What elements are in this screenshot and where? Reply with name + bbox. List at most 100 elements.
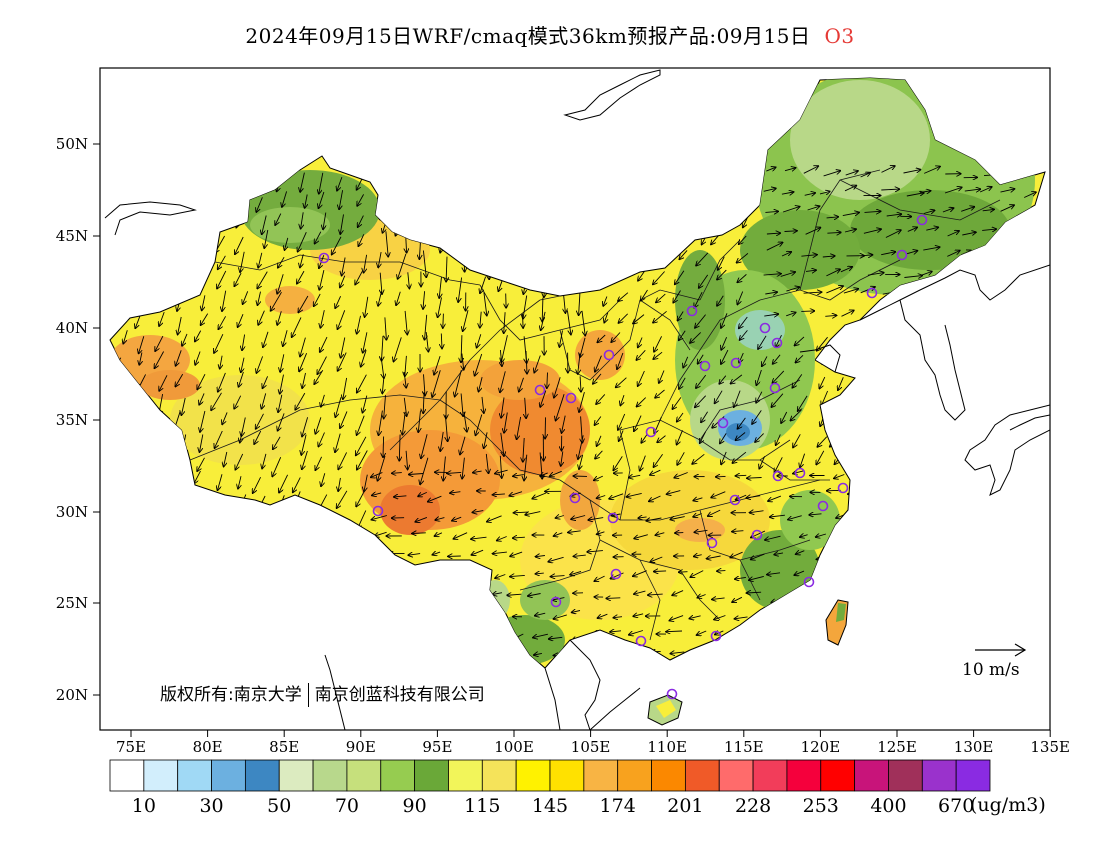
city-marker (607, 512, 619, 524)
lon-label-125E: 125E (877, 738, 917, 756)
wind-reference-arrow (975, 643, 1027, 657)
city-marker (372, 505, 384, 517)
city-marker (803, 576, 815, 588)
legend-label: 228 (735, 795, 771, 817)
legend-swatch (414, 759, 449, 792)
legend-swatch (854, 759, 889, 792)
latitude-axis: 50N 45N 40N 35N 30N 25N 20N (56, 135, 100, 704)
legend-swatch (549, 759, 585, 792)
city-marker (729, 494, 741, 506)
lat-label-45N: 45N (56, 227, 88, 245)
neighbour-outlines (104, 69, 1050, 730)
legend-label: 174 (600, 795, 636, 817)
legend-swatch (481, 759, 517, 792)
longitude-axis: 75E 80E 85E 90E 95E 100E 105E 110E 115E 120E 125E 1… (116, 730, 1070, 756)
legend-swatch (888, 759, 923, 792)
legend-swatch (312, 759, 348, 792)
map-area (104, 69, 1050, 730)
lat-label-35N: 35N (56, 411, 88, 429)
title-text: 2024年09月15日WRF/cmaq模式36km预报产品:09月15日 (245, 24, 811, 48)
lon-label-110E: 110E (647, 738, 687, 756)
legend-label: 670 (938, 795, 974, 817)
legend-label: 30 (199, 795, 223, 817)
city-marker (645, 426, 657, 438)
copyright-left: 版权所有:南京大学 (160, 685, 302, 705)
legend-swatch (820, 759, 856, 792)
city-marker (610, 568, 622, 580)
legend-swatch (448, 759, 483, 792)
legend-label: 400 (870, 795, 906, 817)
lon-label-105E: 105E (571, 738, 611, 756)
copyright-right: 南京创蓝科技有限公司 (314, 685, 485, 705)
legend-swatch (380, 759, 416, 792)
city-marker (710, 630, 722, 642)
legend-swatch (583, 759, 619, 792)
legend-swatch (211, 759, 246, 792)
lon-label-85E: 85E (269, 738, 299, 756)
city-marker (772, 470, 784, 482)
city-marker (635, 635, 647, 647)
legend-unit: (ug/m3) (970, 794, 1046, 816)
lon-label-120E: 120E (801, 738, 841, 756)
city-markers (318, 214, 928, 700)
lat-label-25N: 25N (56, 594, 88, 612)
city-marker (916, 214, 928, 226)
city-marker (769, 382, 781, 394)
lon-label-135E: 135E (1030, 738, 1070, 756)
city-marker (896, 249, 908, 261)
lat-label-20N: 20N (56, 686, 88, 704)
lat-label-30N: 30N (56, 503, 88, 521)
legend-swatch (651, 759, 686, 792)
legend-swatch (921, 759, 957, 792)
lon-label-75E: 75E (116, 738, 146, 756)
legend-swatch (515, 759, 551, 792)
map-frame (99, 67, 1051, 731)
legend-label: 201 (667, 795, 703, 817)
lon-label-100E: 100E (494, 738, 534, 756)
city-marker (751, 529, 763, 541)
legend-swatch (617, 759, 652, 792)
city-marker (699, 360, 711, 372)
legend-swatch (244, 759, 280, 792)
legend-swatch (752, 759, 788, 792)
legend-label: 115 (464, 795, 500, 817)
city-marker (794, 467, 806, 479)
city-marker (730, 357, 742, 369)
legend-label: 145 (532, 795, 568, 817)
city-marker (565, 392, 577, 404)
city-marker (759, 322, 771, 334)
legend-swatch (346, 759, 382, 792)
legend-label: 253 (803, 795, 839, 817)
lat-label-50N: 50N (56, 135, 88, 153)
legend-label: 90 (403, 795, 427, 817)
city-marker (666, 688, 678, 700)
city-marker (534, 384, 546, 396)
legend-swatch (109, 759, 145, 792)
legend-label: 10 (132, 795, 156, 817)
copyright-separator (307, 683, 309, 707)
map-title: 2024年09月15日WRF/cmaq模式36km预报产品:09月15日 O3 (0, 20, 1100, 49)
wind-reference-label: 10 m/s (962, 660, 1020, 680)
city-marker (817, 500, 829, 512)
city-marker (866, 287, 878, 299)
city-marker (318, 252, 330, 264)
lon-label-90E: 90E (346, 738, 376, 756)
city-marker (717, 417, 729, 429)
legend-label: 70 (335, 795, 359, 817)
species-label: O3 (824, 24, 855, 48)
legend-swatch (684, 759, 720, 792)
city-marker (569, 492, 581, 504)
legend-swatch (278, 759, 314, 792)
city-marker (603, 349, 615, 361)
lon-label-115E: 115E (724, 738, 764, 756)
legend-colorbar (109, 759, 991, 792)
legend-swatch (143, 759, 179, 792)
lon-label-95E: 95E (422, 738, 452, 756)
lon-label-130E: 130E (954, 738, 994, 756)
copyright-note: 版权所有:南京大学 南京创蓝科技有限公司 (160, 680, 485, 707)
city-marker (686, 305, 698, 317)
city-marker (837, 482, 849, 494)
legend-labels: 10 30 50 70 90 115 145 174 201 228 253 400 670 (132, 795, 975, 817)
legend-swatch (786, 759, 822, 792)
